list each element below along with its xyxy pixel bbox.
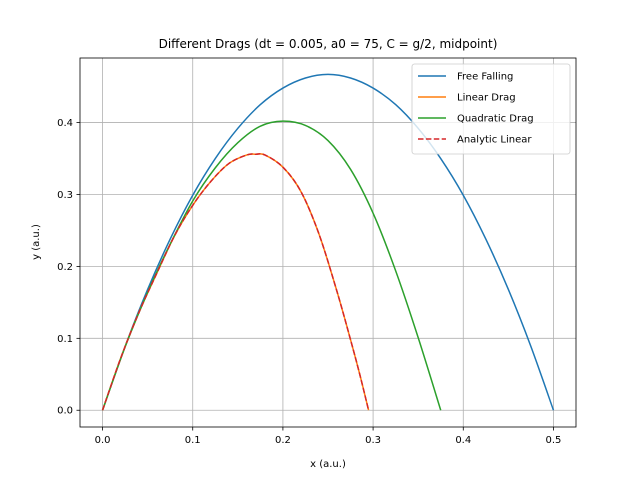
- y-tick-label: 0.1: [57, 334, 73, 345]
- y-tick-label: 0.0: [57, 406, 73, 417]
- x-axis-label: x (a.u.): [310, 459, 346, 470]
- y-tick-label: 0.3: [57, 190, 73, 201]
- legend-box: [411, 63, 571, 155]
- x-tick-label: 0.1: [185, 435, 201, 446]
- legend-label: Quadratic Drag: [457, 114, 534, 125]
- chart-title: Different Drags (dt = 0.005, a0 = 75, C …: [159, 37, 498, 51]
- ticks: 0.0 0.1 0.2 0.3 0.4 0.5 0.0 0.1 0.2 0.3 0.4: [57, 118, 561, 446]
- y-tick-label: 0.2: [57, 262, 73, 273]
- x-tick-label: 0.2: [275, 435, 291, 446]
- legend: Free Falling Linear Drag Quadratic Drag Ana…: [411, 63, 571, 155]
- legend-label: Linear Drag: [457, 93, 516, 104]
- x-tick-label: 0.4: [455, 435, 471, 446]
- x-tick-label: 0.0: [95, 435, 111, 446]
- x-tick-label: 0.5: [546, 435, 562, 446]
- y-tick-label: 0.4: [57, 118, 73, 129]
- legend-label: Free Falling: [457, 72, 513, 83]
- series-line-free-falling: [101, 73, 555, 411]
- x-tick-label: 0.3: [365, 435, 381, 446]
- y-axis-label: y (a.u.): [31, 224, 42, 260]
- legend-label: Analytic Linear: [457, 135, 532, 146]
- series-line-analytic-linear: [101, 153, 370, 411]
- plot-frame: [79, 57, 577, 428]
- series-group: [101, 73, 555, 411]
